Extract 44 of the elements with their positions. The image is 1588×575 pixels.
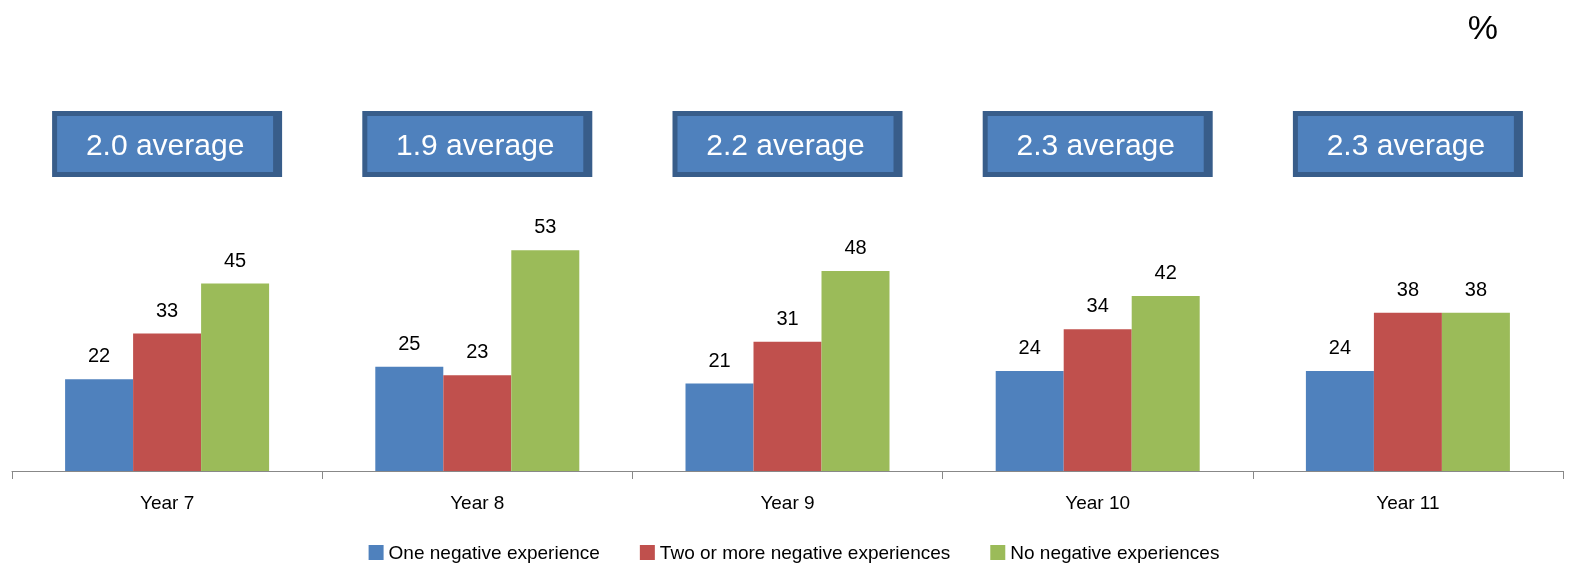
bar bbox=[443, 375, 512, 471]
text: % bbox=[1467, 8, 1498, 46]
data-label: 38 bbox=[1396, 277, 1420, 300]
data-label: 38 bbox=[1464, 277, 1488, 300]
data-label: 53 bbox=[534, 215, 557, 238]
text: 2.3 average bbox=[1016, 127, 1175, 161]
data-label: 24 bbox=[1328, 336, 1352, 358]
bar bbox=[1063, 329, 1132, 471]
bar bbox=[1441, 312, 1510, 471]
data-label: 22 bbox=[87, 344, 111, 367]
legend-label: No negative experiences bbox=[1010, 542, 1220, 563]
bar bbox=[1373, 312, 1442, 471]
x-tick-label: Year 9 bbox=[760, 492, 815, 513]
data-label: 45 bbox=[223, 248, 247, 271]
text: 2.3 average bbox=[1326, 127, 1486, 161]
text: 2.0 average bbox=[85, 127, 245, 161]
data-label: 21 bbox=[708, 348, 731, 371]
bar bbox=[821, 271, 890, 471]
data-label: 33 bbox=[155, 298, 179, 321]
bar bbox=[995, 371, 1064, 471]
data-label: 23 bbox=[466, 340, 489, 363]
data-label: 31 bbox=[776, 306, 799, 329]
data-label: 42 bbox=[1154, 261, 1177, 283]
x-tick-label: Year 7 bbox=[139, 492, 195, 513]
bar bbox=[201, 283, 270, 471]
legend-label: Two or more negative experiences bbox=[659, 542, 951, 563]
data-label: 48 bbox=[844, 236, 867, 258]
data-label: 34 bbox=[1086, 294, 1109, 317]
data-label: 25 bbox=[398, 331, 421, 354]
bar bbox=[375, 366, 444, 471]
bar bbox=[133, 333, 202, 471]
data-label: 24 bbox=[1018, 336, 1041, 358]
bar bbox=[1131, 296, 1200, 471]
legend-label: One negative experience bbox=[388, 542, 600, 563]
text: 2.2 average bbox=[706, 127, 865, 161]
bar bbox=[753, 341, 822, 471]
bar bbox=[511, 250, 580, 471]
x-tick-label: Year 11 bbox=[1376, 492, 1440, 513]
text: 1.9 average bbox=[396, 127, 555, 161]
x-tick-label: Year 10 bbox=[1065, 492, 1131, 513]
bar bbox=[65, 379, 134, 471]
bar bbox=[685, 383, 754, 471]
x-tick-label: Year 8 bbox=[450, 492, 505, 513]
bar bbox=[1305, 371, 1374, 471]
